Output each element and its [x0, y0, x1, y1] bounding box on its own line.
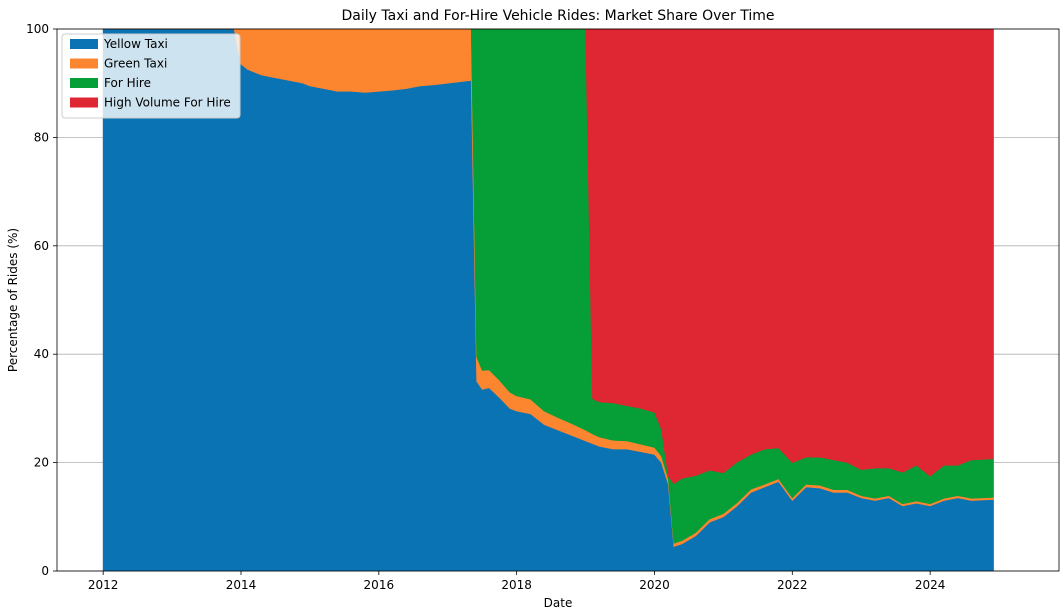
y-axis-label: Percentage of Rides (%) [6, 228, 20, 372]
x-tick-label: 2018 [501, 578, 532, 592]
legend-label: Yellow Taxi [103, 37, 168, 51]
x-axis-label: Date [544, 596, 573, 610]
y-tick-label: 100 [26, 22, 49, 36]
legend-label: For Hire [104, 76, 151, 90]
x-tick: 2018 [501, 571, 532, 592]
y-tick-label: 60 [34, 239, 49, 253]
x-tick: 2012 [88, 571, 119, 592]
y-tick: 20 [34, 456, 57, 470]
y-tick-label: 0 [41, 564, 49, 578]
x-tick: 2024 [915, 571, 946, 592]
x-tick-label: 2024 [915, 578, 946, 592]
chart-title: Daily Taxi and For-Hire Vehicle Rides: M… [342, 8, 775, 24]
x-tick: 2022 [777, 571, 808, 592]
x-tick-label: 2022 [777, 578, 808, 592]
x-tick: 2014 [226, 571, 257, 592]
legend-label: Green Taxi [104, 57, 167, 71]
x-axis-ticks: 2012 2014 2016 2018 2020 2022 2024 [88, 571, 946, 592]
y-tick: 60 [34, 239, 57, 253]
legend-swatch [70, 97, 98, 108]
plot-frame [56, 28, 1060, 572]
legend-swatch [70, 58, 98, 69]
y-tick: 0 [41, 564, 57, 578]
x-tick-label: 2020 [639, 578, 670, 592]
x-tick: 2016 [364, 571, 395, 592]
legend: Yellow Taxi Green Taxi For Hire High Volume… [61, 33, 241, 119]
y-tick: 40 [34, 347, 57, 361]
y-tick: 80 [34, 130, 57, 144]
y-tick-label: 80 [34, 130, 49, 144]
x-tick: 2020 [639, 571, 670, 592]
legend-label: High Volume For Hire [104, 96, 231, 110]
legend-box [61, 33, 241, 119]
y-tick-label: 20 [34, 456, 49, 470]
stacked-areas [102, 28, 994, 572]
y-axis-ticks: 0 20 40 60 80 100 [26, 22, 57, 578]
x-tick-label: 2012 [88, 578, 119, 592]
x-tick-label: 2016 [364, 578, 395, 592]
x-tick-label: 2014 [226, 578, 257, 592]
legend-swatch [70, 39, 98, 49]
y-tick-label: 40 [34, 347, 49, 361]
y-tick: 100 [26, 22, 57, 36]
legend-swatch [70, 78, 98, 88]
